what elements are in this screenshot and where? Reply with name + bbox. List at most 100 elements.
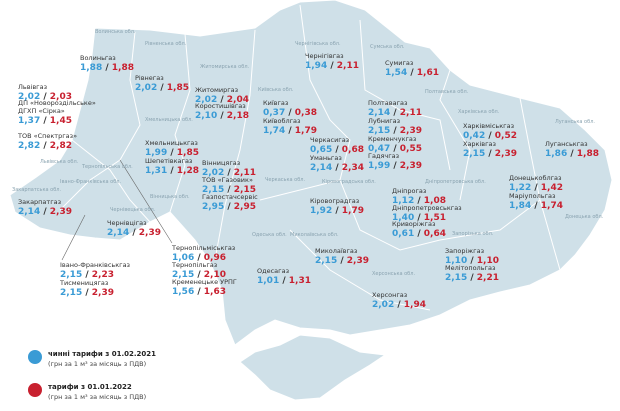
- company-tariff: Хмельницькгаз 1,99 / 1,85: [145, 140, 199, 158]
- region-label: Волинська обл.: [95, 29, 136, 35]
- tariff-values: 1,31 / 1,28: [145, 165, 199, 176]
- company-tariff: Кіровоградгаз 1,92 / 1,79: [310, 198, 364, 216]
- separator: /: [393, 160, 397, 171]
- tariff-values: 1,92 / 1,79: [310, 205, 364, 216]
- tariff-values: 0,65 / 0,68: [310, 145, 364, 155]
- separator: /: [197, 286, 201, 297]
- company-name: Криворіжгаз: [392, 220, 436, 228]
- separator: /: [570, 148, 574, 159]
- current-tariff: 2,15: [60, 269, 83, 280]
- company-name: Хмельницькгаз: [145, 139, 198, 147]
- region-label: Київська обл.: [258, 87, 294, 93]
- company-tariff: Полтавагаз 2,14 / 2,11: [368, 100, 422, 118]
- company-name: ТОВ «Спектргаз»: [18, 132, 78, 140]
- company-tariff: Гадячгаз 1,99 / 2,39: [368, 153, 422, 171]
- tariff-values: 1,99 / 1,85: [145, 148, 199, 158]
- current-tariff: 1,10: [445, 255, 468, 266]
- separator: /: [417, 228, 421, 239]
- separator: /: [488, 130, 492, 141]
- new-tariff: 1,61: [416, 67, 440, 78]
- tariff-values: 1,22 / 1,42: [509, 182, 563, 193]
- company-name: Кременчукгаз: [368, 135, 417, 143]
- company-name: Гадячгаз: [368, 152, 400, 160]
- tariff-values: 2,02 / 2,03: [18, 91, 72, 102]
- tariff-values: 2,02 / 2,11: [202, 167, 256, 178]
- separator: /: [410, 67, 414, 78]
- company-tariff: Дніпропетровськгаз 1,40 / 1,51: [392, 205, 462, 223]
- company-tariff: ТОВ «Газовик» 2,15 / 2,15: [202, 177, 256, 195]
- new-tariff: 1,88: [576, 148, 600, 159]
- current-tariff: 2,15: [202, 184, 225, 195]
- current-tariff: 2,14: [18, 206, 41, 217]
- separator: /: [288, 107, 292, 118]
- current-tariff: 1,74: [263, 125, 286, 136]
- current-tariff: 1,06: [172, 252, 195, 263]
- new-tariff: 2,18: [226, 110, 250, 121]
- current-tariff: 1,31: [145, 165, 168, 176]
- region-label: Харківська обл.: [458, 109, 500, 115]
- tariff-values: 2,82 / 2,82: [18, 140, 77, 151]
- current-tariff: 2,82: [18, 140, 41, 151]
- company-name: Київгаз: [263, 99, 289, 107]
- red-dot-icon: [28, 383, 42, 397]
- company-name: Черкасигаз: [310, 136, 350, 144]
- company-tariff: Тернопільгаз 2,15 / 2,10: [172, 262, 226, 280]
- tariff-values: 2,15 / 2,21: [445, 272, 500, 283]
- new-tariff: 2,39: [346, 255, 370, 266]
- current-tariff: 1,01: [257, 275, 280, 286]
- separator: /: [43, 91, 47, 102]
- new-tariff: 2,21: [476, 272, 500, 283]
- new-tariff: 2,10: [203, 269, 227, 280]
- separator: /: [227, 167, 231, 178]
- current-tariff: 0,61: [392, 228, 415, 239]
- tariff-values: 1,86 / 1,88: [545, 148, 600, 159]
- current-tariff: 2,02: [202, 167, 225, 178]
- region-label: Кіровоградська обл.: [322, 179, 376, 185]
- tariff-values: 1,12 / 1,08: [392, 195, 446, 206]
- region-label: Луганська обл.: [555, 119, 595, 125]
- separator: /: [160, 82, 164, 93]
- tariff-values: 1,54 / 1,61: [385, 67, 440, 78]
- current-tariff: 1,37: [18, 116, 41, 127]
- separator: /: [470, 255, 474, 266]
- company-tariff: Житомиргаз 2,02 / 2,04: [195, 87, 249, 105]
- separator: /: [43, 116, 47, 127]
- new-tariff: 0,38: [294, 107, 318, 118]
- new-tariff: 1,31: [288, 275, 312, 286]
- current-tariff: 1,92: [310, 205, 333, 216]
- company-tariff: Газпостачсервіс 2,95 / 2,95: [202, 194, 258, 212]
- company-name: Закарпатгаз: [18, 198, 62, 206]
- current-tariff: 2,15: [368, 125, 391, 136]
- current-tariff: 0,37: [263, 107, 286, 118]
- region-label: Херсонська обл.: [372, 271, 416, 277]
- company-tariff: Криворіжгаз 0,61 / 0,64: [392, 221, 446, 239]
- company-tariff: Івано-Франківськгаз 2,15 / 2,23: [60, 262, 130, 280]
- new-tariff: 2,39: [49, 206, 73, 217]
- new-tariff: 2,23: [91, 269, 115, 280]
- separator: /: [220, 94, 224, 105]
- tariff-values: 2,15 / 2,39: [60, 288, 114, 298]
- company-tariff: Черкасигаз 0,65 / 0,68: [310, 137, 364, 155]
- company-tariff: Луганськгаз 1,86 / 1,88: [545, 141, 599, 159]
- tariff-values: 0,61 / 0,64: [392, 228, 446, 239]
- region-label: Тернопільська обл.: [82, 164, 133, 170]
- company-tariff: Маріупольгаз 1,84 / 1,74: [509, 193, 563, 211]
- company-name: Маріупольгаз: [509, 192, 556, 200]
- tariff-values: 1,99 / 2,39: [368, 160, 422, 171]
- company-tariff: Вінницягаз 2,02 / 2,11: [202, 160, 256, 178]
- current-tariff: 1,12: [392, 195, 415, 206]
- separator: /: [534, 182, 538, 193]
- tariff-values: 1,06 / 0,96: [172, 252, 235, 263]
- separator: /: [227, 201, 231, 212]
- current-tariff: 2,14: [368, 107, 391, 118]
- company-tariff: Тернопільміськгаз 1,06 / 0,96: [172, 245, 235, 263]
- blue-dot-icon: [28, 350, 42, 364]
- company-name: Тернопільгаз: [172, 261, 218, 269]
- new-tariff: 2,39: [399, 125, 423, 136]
- new-tariff: 1,85: [166, 82, 190, 93]
- separator: /: [227, 184, 231, 195]
- new-tariff: 1,88: [111, 62, 135, 73]
- tariff-values: 1,37 / 1,45: [18, 117, 106, 126]
- region-label: Сумська обл.: [370, 44, 405, 50]
- new-tariff: 1,74: [540, 200, 564, 211]
